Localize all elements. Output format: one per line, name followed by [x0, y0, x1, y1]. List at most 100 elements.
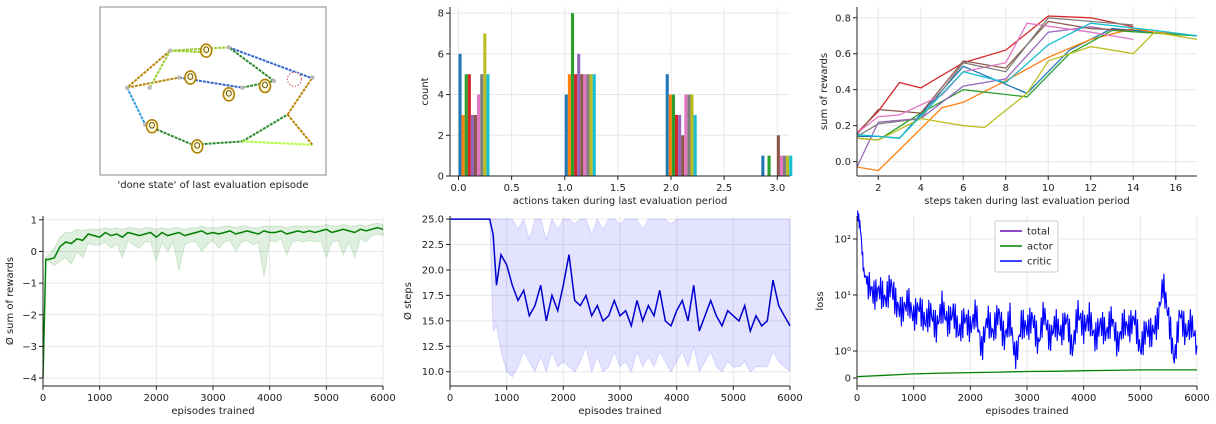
- rew-ytick-label: −1: [22, 279, 37, 290]
- hist-xtick-label: 3.0: [769, 183, 785, 194]
- loss-xtick-label: 2000: [958, 393, 983, 404]
- reward-line: [42, 226, 384, 379]
- legend-frame: [994, 220, 1059, 273]
- agent-marker: [190, 139, 204, 154]
- loss-ytick-label: 10⁰: [834, 347, 851, 358]
- agent-marker: [258, 78, 272, 94]
- diagram-node: [147, 85, 152, 90]
- hist-bar: [681, 135, 685, 176]
- traj-xtick-label: 10: [1042, 183, 1055, 194]
- steps-ytick-label: 25.0: [422, 215, 444, 226]
- loss-xtick-label: 6000: [1184, 393, 1209, 404]
- hist-xtick-label: 2.0: [663, 183, 679, 194]
- hist-bar: [574, 74, 578, 176]
- hist-bar: [586, 74, 590, 176]
- diagram-node: [176, 75, 182, 80]
- traj-ylabel: sum of rewards: [819, 53, 830, 130]
- goal-marker: [286, 71, 302, 87]
- diagram-node: [124, 85, 130, 90]
- rew-xtick-label: 4000: [257, 393, 282, 404]
- loss-xtick-label: 4000: [1071, 393, 1096, 404]
- agent-marker-inner: [225, 90, 232, 97]
- diagram-node: [167, 48, 173, 53]
- hist-bar: [589, 74, 593, 176]
- traj-ytick-label: 0.6: [835, 49, 851, 60]
- rew-xtick-label: 6000: [370, 393, 395, 404]
- diagram-edge: [242, 140, 313, 146]
- reward-trajectories: 2 4 6 8 10 12 14 16 0.0 0.2 0.4 0.6 0.8 steps taken d…: [819, 7, 1198, 207]
- traj-ytick-label: 0.8: [835, 13, 851, 24]
- agent-marker-inner: [187, 73, 194, 80]
- hist-bar: [583, 74, 587, 176]
- loss-ylabel: loss: [815, 291, 826, 310]
- steps-xtick-label: 4000: [664, 393, 689, 404]
- loss-legend: total actor critic: [994, 220, 1059, 273]
- hist-bar: [767, 155, 771, 176]
- diagram-node: [240, 85, 245, 90]
- hist-xtick-label: 2.5: [716, 183, 732, 194]
- hist-bar: [789, 155, 793, 176]
- agent-marker-inner: [261, 81, 268, 89]
- traj-ytick-label: 0.2: [835, 121, 851, 132]
- trajectory-line: [856, 17, 1134, 137]
- steps-xtick-label: 5000: [721, 393, 746, 404]
- hist-bar: [570, 13, 575, 177]
- trajectory-line: [856, 27, 1198, 172]
- avg-rewards-chart: 0 1000 2000 3000 4000 5000 6000 −4 −3 −2 −1 0 1 episo…: [4, 215, 396, 417]
- hist-ylabel: count: [420, 77, 431, 105]
- hist-bar: [483, 33, 487, 176]
- hist-bar: [470, 114, 474, 176]
- diagram-edge: [228, 46, 311, 79]
- rew-ytick-label: 1: [31, 215, 37, 226]
- steps-xtick-label: 2000: [551, 393, 576, 404]
- hist-bar: [786, 155, 790, 176]
- steps-xtick-label: 0: [447, 393, 453, 404]
- diagram-node: [226, 45, 232, 50]
- hist-bar: [577, 53, 581, 176]
- actions-histogram: 0.0 0.5 1.0 1.5 2.0 2.5 3.0 0 2 4 6 8 actions taken …: [420, 7, 793, 207]
- diagram-edge: [126, 49, 171, 89]
- rew-xtick-label: 3000: [200, 393, 225, 404]
- diagram-frame: [99, 6, 327, 176]
- hist-bar: [687, 94, 691, 176]
- legend-label-actor: actor: [1027, 242, 1054, 253]
- avg-steps-chart: 0 1000 2000 3000 4000 5000 6000 10.0 12.5 15.0 17.…: [402, 215, 803, 417]
- rew-xtick-label: 2000: [144, 393, 169, 404]
- hist-bar: [467, 74, 471, 176]
- traj-ytick-label: 0.4: [835, 85, 851, 96]
- hist-bar: [580, 74, 584, 176]
- loss-xtick-label: 1000: [901, 393, 926, 404]
- critic-loss-line: [856, 210, 1198, 370]
- hist-bar: [486, 74, 490, 176]
- hist-xlabel: actions taken during last evaluation per…: [513, 196, 728, 207]
- loss-ytick-label: 10²: [834, 235, 851, 246]
- loss-xtick-label: 3000: [1014, 393, 1039, 404]
- diagram-edge: [126, 87, 147, 126]
- steps-ylabel: Ø steps: [402, 282, 414, 320]
- steps-band: [450, 217, 791, 378]
- traj-xtick-label: 4: [918, 183, 924, 194]
- agent-marker-inner: [194, 142, 201, 149]
- hist-bar: [464, 74, 468, 176]
- traj-xtick-label: 6: [960, 183, 966, 194]
- steps-ytick-label: 15.0: [422, 316, 444, 327]
- diagram-edge: [148, 50, 171, 89]
- steps-line: [450, 218, 791, 334]
- legend-label-total: total: [1027, 227, 1050, 238]
- steps-ytick-label: 12.5: [422, 342, 444, 353]
- agent-marker: [145, 118, 159, 134]
- steps-xlabel: episodes trained: [578, 406, 661, 417]
- hist-bar: [690, 94, 694, 176]
- rew-ytick-label: −3: [22, 342, 37, 353]
- loss-xtick-label: 5000: [1128, 393, 1153, 404]
- hist-xtick-label: 0.5: [504, 183, 520, 194]
- agent-marker-inner: [148, 121, 155, 129]
- traj-xtick-label: 8: [1003, 183, 1009, 194]
- diagram-edge: [286, 113, 314, 146]
- hist-bar: [592, 74, 596, 176]
- loss-ytick-label: 0: [845, 374, 851, 385]
- rew-ylabel: Ø sum of rewards: [4, 257, 16, 345]
- hist-bar: [678, 114, 682, 176]
- hist-bar: [684, 94, 688, 176]
- hist-bar: [668, 94, 672, 176]
